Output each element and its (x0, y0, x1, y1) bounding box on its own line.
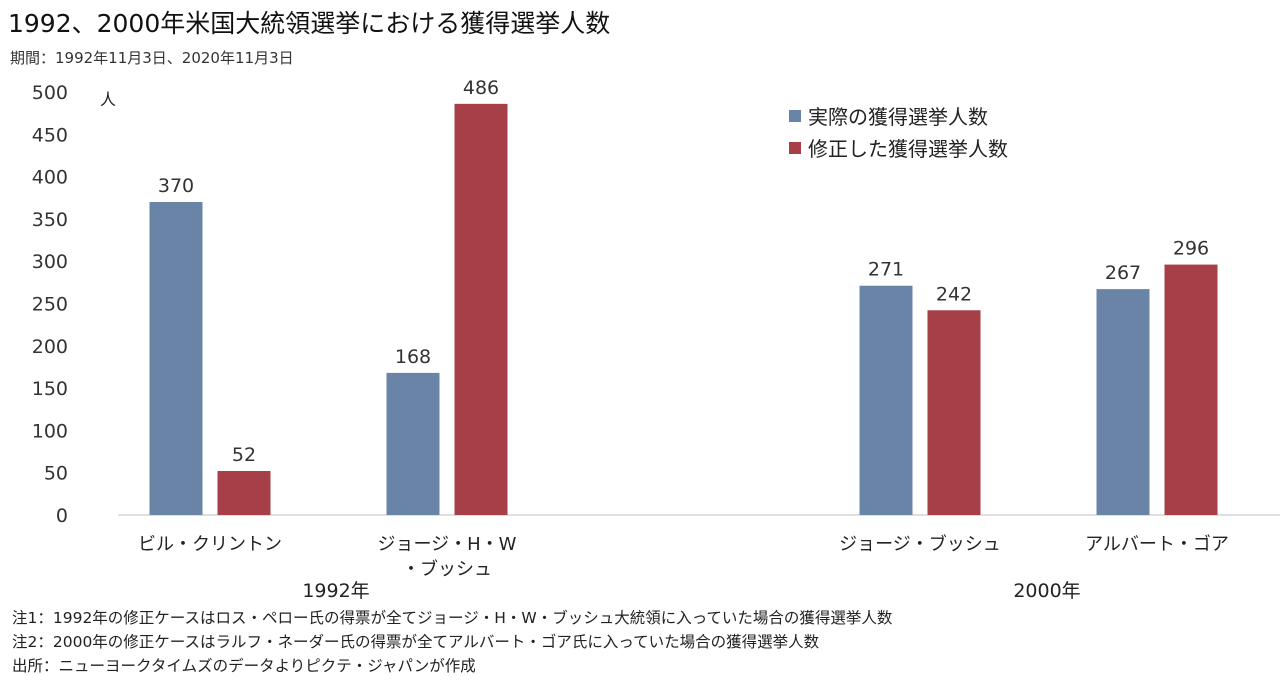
data-label: 267 (1105, 262, 1141, 284)
x-tick-label: ・ブッシュ (402, 558, 492, 580)
y-tick-label: 250 (32, 294, 68, 316)
bar-chart: 0 50 100 150 200 250 300 350 400 450 500 人 370 52 ビル・ク… (32, 77, 1280, 600)
x-tick-label: アルバート・ゴア (1085, 534, 1229, 555)
y-tick-label: 200 (32, 336, 68, 358)
period-label: 期間：1992年11月3日、2020年11月3日 (10, 49, 294, 67)
footnote-2: 注2：2000年の修正ケースはラルフ・ネーダー氏の得票が全てアルバート・ゴア氏に… (12, 633, 820, 651)
bar-actual (149, 201, 203, 516)
bar-adjusted (927, 310, 981, 515)
bar-adjusted (1164, 264, 1218, 515)
bar-actual (386, 372, 440, 515)
bar-adjusted (217, 471, 271, 515)
footnotes: 注1：1992年の修正ケースはロス・ペロー氏の得票が全てジョージ・H・W・ブッシ… (12, 606, 892, 678)
legend-label: 実際の獲得選挙人数 (808, 105, 988, 129)
y-tick-label: 400 (32, 167, 68, 189)
data-label: 52 (232, 444, 256, 466)
data-label: 486 (463, 77, 499, 99)
bar-actual (1096, 289, 1150, 515)
x-tick-label: ジョージ・ブッシュ (839, 533, 1001, 555)
footnote-source: 出所：ニューヨークタイムズのデータよりピクテ・ジャパンが作成 (12, 657, 476, 675)
y-unit-label: 人 (100, 90, 116, 109)
y-tick-label: 150 (32, 378, 68, 400)
data-label: 271 (868, 259, 904, 281)
y-tick-label: 100 (32, 420, 68, 442)
y-tick-label: 300 (32, 251, 68, 273)
data-label: 370 (158, 175, 194, 197)
bar-adjusted (454, 103, 508, 516)
data-label: 168 (395, 346, 431, 368)
group-label: 2000年 (1013, 580, 1080, 600)
y-tick-label: 0 (56, 505, 68, 527)
x-tick-label: ジョージ・H・W (378, 534, 517, 555)
y-tick-label: 500 (32, 82, 68, 104)
legend-swatch (789, 110, 801, 122)
group-label: 1992年 (302, 580, 369, 600)
data-label: 242 (936, 283, 972, 305)
bar-actual (859, 285, 913, 515)
legend-swatch (789, 142, 801, 154)
chart-title: 1992、2000年米国大統領選挙における獲得選挙人数 (8, 9, 611, 38)
y-tick-label: 50 (44, 463, 68, 485)
x-tick-label: ビル・クリントン (138, 534, 282, 555)
footnote-1: 注1：1992年の修正ケースはロス・ペロー氏の得票が全てジョージ・H・W・ブッシ… (12, 609, 893, 627)
y-tick-label: 350 (32, 209, 68, 231)
data-label: 296 (1173, 238, 1209, 260)
y-tick-label: 450 (32, 124, 68, 146)
legend-label: 修正した獲得選挙人数 (808, 137, 1008, 161)
